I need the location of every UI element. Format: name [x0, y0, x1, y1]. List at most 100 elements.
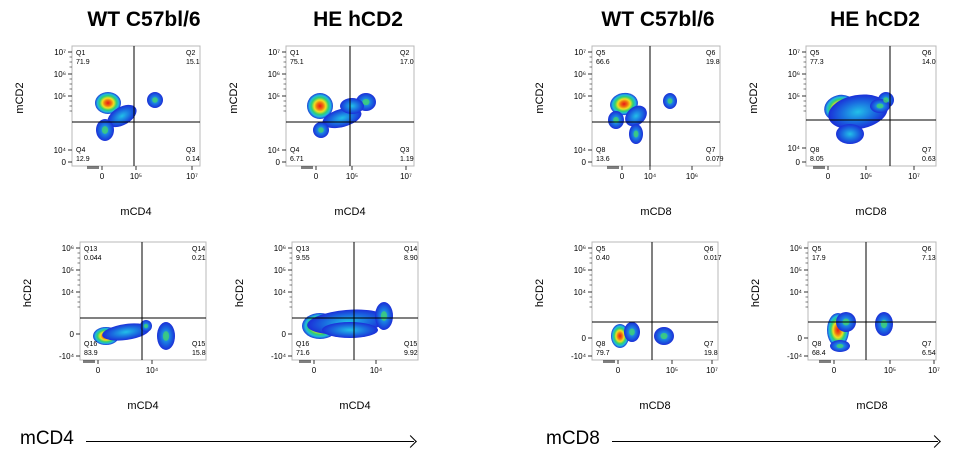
x-tick-label: 10⁷: [706, 366, 718, 375]
population-core: [101, 126, 109, 134]
quadrant-percentage: 8.90: [404, 255, 418, 262]
y-tick-label: -10⁴: [787, 352, 803, 361]
quadrant-percentage: 14.0: [922, 59, 936, 66]
x-tick-label: 10⁵: [666, 366, 678, 375]
quadrant-percentage: 1.19: [400, 156, 414, 163]
y-tick-label: 10⁵: [268, 92, 280, 101]
quadrant-name: Q5: [812, 246, 821, 253]
quadrant-name: Q5: [810, 50, 819, 57]
y-tick-label: 10⁷: [574, 48, 586, 57]
y-tick-label: 0: [582, 158, 587, 167]
flow-plot-p2: Q1 75.1 Q2 17.0 Q3 1.19 Q4 6.71 10⁷ 10⁶ 10⁵ 10⁴ 0 0 10…: [246, 42, 420, 193]
plot-frame: [79, 241, 207, 361]
quadrant-name: Q2: [400, 50, 409, 57]
y-tick-label: 10⁶: [574, 244, 586, 253]
density-plot-p4: Q5 77.3 Q6 14.0 Q7 0.63 Q8 8.05 10⁷ 10⁶ 10⁵ 10⁴ 0 0 10…: [788, 45, 937, 181]
quadrant-name: Q8: [812, 341, 821, 348]
quadrant-name: Q6: [922, 246, 931, 253]
quadrant-name: Q7: [704, 341, 713, 348]
population-core: [318, 127, 324, 133]
y-axis-title: hCD2: [234, 278, 246, 308]
x-tick-label: 10⁵: [130, 172, 142, 181]
quadrant-percentage: 17.9: [812, 255, 826, 262]
cell-population-blob: [307, 93, 333, 119]
y-tick-label: 10⁴: [790, 288, 803, 297]
y-tick-label: -10⁴: [271, 352, 287, 361]
y-tick-label: 10⁴: [62, 288, 75, 297]
quadrant-name: Q13: [296, 246, 309, 253]
population-core: [162, 331, 170, 341]
quadrant-name: Q5: [596, 50, 605, 57]
quadrant-percentage: 15.1: [186, 59, 200, 66]
flow-plot-p8: Q5 17.9 Q6 7.13 Q7 6.54 Q8 68.4 10⁶ 10⁵ 10⁴ 0 -10⁴ 0 1…: [768, 238, 942, 387]
cell-population-blob: [102, 323, 150, 341]
quadrant-percentage: 0.079: [706, 156, 724, 163]
y-tick-label: 0: [282, 330, 287, 339]
quadrant-percentage: 0.017: [704, 255, 722, 262]
x-tick-label: 0: [312, 366, 317, 375]
y-axis-title: mCD2: [748, 82, 760, 114]
quadrant-percentage: 6.71: [290, 156, 304, 163]
quadrant-percentage: 0.21: [192, 255, 206, 262]
panel-title-wt-mcd8: WT C57bl/6: [601, 8, 715, 31]
density-plot-p3: Q5 66.6 Q6 19.8 Q7 0.079 Q8 13.6 10⁷ 10⁶ 10⁵ 10⁴ 0 0 1…: [574, 45, 724, 181]
y-tick-label: 0: [70, 330, 75, 339]
y-tick-label: 10⁵: [574, 266, 586, 275]
y-tick-label: 10⁶: [274, 244, 286, 253]
bottom-label-mcd4: mCD4: [20, 428, 74, 449]
y-tick-label: 10⁴: [54, 146, 67, 155]
population-core: [876, 103, 884, 109]
y-tick-label: -10⁴: [571, 352, 587, 361]
density-plot-p2: Q1 75.1 Q2 17.0 Q3 1.19 Q4 6.71 10⁷ 10⁶ 10⁵ 10⁴ 0 0 10…: [268, 45, 415, 181]
quadrant-percentage: 9.55: [296, 255, 310, 262]
density-plot-p7: Q5 0.40 Q6 0.017 Q7 19.8 Q8 79.7 10⁶ 10⁵ 10⁴ 0 -10⁴ 0…: [571, 241, 722, 375]
quadrant-name: Q15: [404, 341, 417, 348]
y-axis-title: mCD2: [14, 82, 26, 114]
population-core: [880, 319, 888, 329]
quadrant-name: Q3: [186, 147, 195, 154]
quadrant-name: Q4: [76, 147, 85, 154]
quadrant-name: Q8: [596, 147, 605, 154]
y-tick-label: 10⁴: [788, 144, 801, 153]
quadrant-name: Q1: [290, 50, 299, 57]
x-axis-title: mCD4: [127, 400, 159, 412]
quadrant-percentage: 66.6: [596, 59, 610, 66]
quadrant-percentage: 0.044: [84, 255, 102, 262]
population-core: [629, 328, 635, 336]
y-tick-label: 10⁶: [54, 70, 66, 79]
y-tick-label: 10⁶: [268, 70, 280, 79]
quadrant-percentage: 0.63: [922, 156, 936, 163]
quadrant-name: Q2: [186, 50, 195, 57]
x-tick-label: 0: [832, 366, 837, 375]
quadrant-name: Q5: [596, 246, 605, 253]
quadrant-percentage: 71.9: [76, 59, 90, 66]
quadrant-percentage: 12.9: [76, 156, 90, 163]
y-tick-label: -10⁴: [59, 352, 75, 361]
y-tick-label: 10⁵: [274, 266, 286, 275]
panel-title-wt-mcd4: WT C57bl/6: [87, 8, 201, 31]
y-tick-label: 10⁷: [788, 48, 800, 57]
flow-plot-p7: Q5 0.40 Q6 0.017 Q7 19.8 Q8 79.7 10⁶ 10⁵ 10⁴ 0 -10⁴ 0…: [552, 238, 724, 387]
quadrant-percentage: 15.8: [192, 350, 206, 357]
panel-title-he-mcd8: HE hCD2: [830, 8, 920, 31]
y-tick-label: 10⁷: [268, 48, 280, 57]
x-axis-title: mCD8: [856, 400, 888, 412]
quadrant-percentage: 13.6: [596, 156, 610, 163]
x-axis-title: mCD8: [855, 206, 887, 218]
density-plot-p8: Q5 17.9 Q6 7.13 Q7 6.54 Q8 68.4 10⁶ 10⁵ 10⁴ 0 -10⁴ 0 1…: [787, 241, 940, 375]
y-tick-label: 0: [798, 334, 803, 343]
y-tick-label: 10⁵: [790, 266, 802, 275]
x-tick-label: 10⁷: [908, 172, 920, 181]
x-tick-label: 0: [314, 172, 319, 181]
population-core: [143, 323, 149, 329]
quadrant-percentage: 6.54: [922, 350, 936, 357]
cell-population-blob: [340, 98, 364, 114]
y-tick-label: 10⁷: [54, 48, 66, 57]
quadrant-name: Q7: [706, 147, 715, 154]
y-tick-label: 10⁴: [574, 146, 587, 155]
y-tick-label: 0: [276, 158, 281, 167]
cell-population-blob: [322, 322, 378, 338]
quadrant-percentage: 0.40: [596, 255, 610, 262]
flow-plot-p4: Q5 77.3 Q6 14.0 Q7 0.63 Q8 8.05 10⁷ 10⁶ 10⁵ 10⁴ 0 0 10…: [766, 42, 942, 193]
cell-population-blob: [95, 92, 121, 114]
